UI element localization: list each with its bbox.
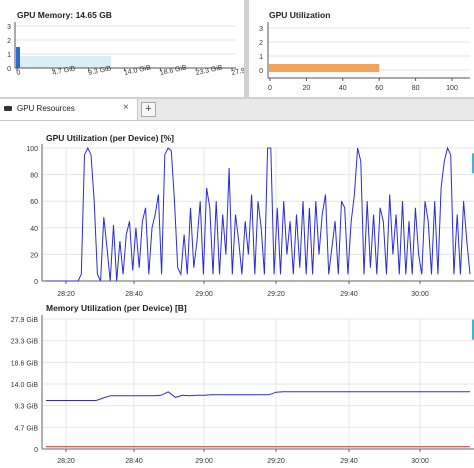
y-tick-label: 23.3 GiB [11, 339, 39, 346]
series-marker [472, 319, 474, 340]
x-tick-label: 20 [303, 85, 311, 92]
chart-title: GPU Utilization (per Device) [%] [46, 133, 174, 143]
x-tick-label: 18.6 GiB [159, 64, 187, 77]
y-tick-label: 3 [259, 26, 263, 33]
tab-bar: GPU Resources × + [0, 99, 474, 121]
x-tick-label: 100 [446, 85, 458, 92]
gpu-resources-content: GPU Utilization (per Device) [%] 0 20 40 60 8… [0, 121, 474, 468]
gpu-memory-title: GPU Memory: 14.65 GB [17, 10, 112, 20]
x-tick-label: 29:40 [340, 291, 358, 298]
gpu-utilization-panel: GPU Utilization 3 2 1 0 0 20 40 60 80 100 [249, 0, 474, 97]
x-tick-label: 28:20 [57, 458, 75, 465]
y-tick-label: 0 [34, 447, 38, 454]
y-tick-label: 2 [7, 38, 11, 45]
y-tick-label: 20 [30, 252, 38, 259]
y-tick-label: 18.6 GiB [11, 360, 39, 367]
x-tick-label: 40 [339, 85, 347, 92]
series-line [46, 391, 470, 401]
series-marker [472, 153, 474, 174]
series-line [46, 146, 471, 282]
gpu-memory-panel: GPU Memory: 14.65 GB 3 2 1 0 0 4.7 GiB 9.3 GiB… [0, 0, 244, 97]
y-tick-label: 0 [34, 279, 38, 286]
chart-title: Memory Utilization (per Device) [B] [46, 303, 187, 313]
tab-label: GPU Resources [17, 104, 75, 113]
x-tick-label: 60 [375, 85, 383, 92]
x-tick-label: 29:40 [340, 458, 358, 465]
x-tick-label: 4.7 GiB [52, 65, 77, 77]
x-tick-label: 23.3 GiB [195, 64, 223, 77]
add-tab-button[interactable]: + [141, 102, 156, 117]
memory-usage-bar [16, 47, 20, 68]
x-tick-label: 29:00 [195, 291, 213, 298]
x-tick-label: 30:00 [411, 291, 429, 298]
x-tick-label: 29:00 [195, 458, 213, 465]
y-tick-label: 1 [7, 52, 11, 59]
x-tick-label: 28:20 [57, 291, 75, 298]
close-icon[interactable]: × [123, 102, 129, 113]
x-tick-label: 28:40 [125, 458, 143, 465]
x-tick-label: 9.3 GiB [88, 65, 113, 77]
y-tick-label: 0 [7, 66, 11, 73]
gpu-utilization-title: GPU Utilization [269, 10, 331, 20]
memory-total-fill [16, 56, 111, 68]
y-tick-label: 9.3 GiB [15, 404, 39, 411]
y-tick-label: 14.0 GiB [11, 382, 39, 389]
x-tick-label: 0 [268, 85, 272, 92]
gpu-icon [4, 106, 12, 111]
utilization-bar [269, 64, 380, 72]
x-tick-label: 28:40 [125, 291, 143, 298]
y-tick-label: 80 [30, 173, 38, 180]
x-tick-label: 14.0 GiB [123, 64, 151, 77]
y-tick-label: 27.9 GiB [11, 317, 39, 324]
x-tick-label: 30:00 [411, 458, 429, 465]
y-tick-label: 3 [7, 24, 11, 31]
gpu-resources-charts: GPU Utilization (per Device) [%] 0 20 40 60 8… [11, 133, 474, 465]
x-tick-label: 0 [16, 69, 21, 77]
gpu-memory-chart: 3 2 1 0 0 4.7 GiB 9.3 GiB 14.0 GiB 18.6 GiB 23.3 … [7, 22, 244, 77]
y-tick-label: 4.7 GiB [15, 425, 39, 432]
y-tick-label: 2 [259, 40, 263, 47]
x-tick-label: 27.9 GiB [231, 64, 244, 77]
x-tick-label: 29:20 [267, 458, 285, 465]
x-tick-label: 80 [412, 85, 420, 92]
x-tick-label: 29:20 [267, 291, 285, 298]
y-tick-label: 100 [26, 146, 38, 153]
y-tick-label: 0 [259, 68, 263, 75]
tab-gpu-resources[interactable]: GPU Resources × [0, 99, 138, 120]
y-tick-label: 60 [30, 199, 38, 206]
y-tick-label: 40 [30, 226, 38, 233]
y-tick-label: 1 [259, 54, 263, 61]
